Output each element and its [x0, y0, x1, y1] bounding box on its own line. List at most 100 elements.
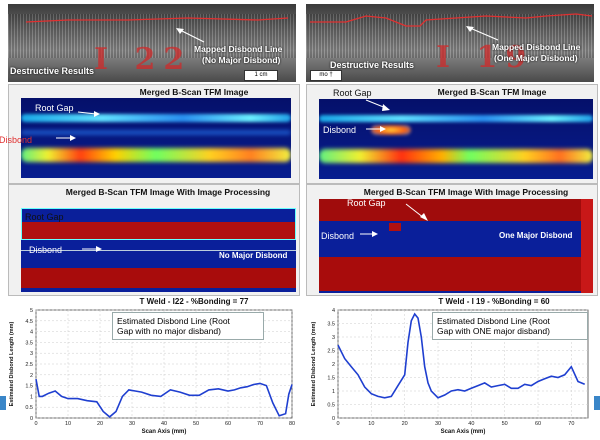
left-x-tick-label: 10 [65, 421, 71, 427]
left-tfm-disbond-label: Disbond [0, 135, 33, 145]
left-y-tick-label: 0.5 [25, 405, 33, 411]
right-y-tick-label: 0.5 [327, 403, 335, 409]
left-y-tick-label: 5 [30, 308, 33, 314]
left-x-axis-label: Scan Axis (mm) [142, 429, 187, 435]
right-one-major-disbond: One Major Disbond [499, 231, 573, 240]
mid-band [21, 130, 291, 135]
left-chart-title: T Weld - I22 - %Bonding = 77 [139, 297, 249, 306]
left-x-tick-label: 40 [161, 421, 167, 427]
right-tfm-image [319, 99, 593, 179]
right-chart-title: T Weld - I 19 - %Bonding = 60 [438, 297, 550, 306]
right-x-tick-label: 20 [402, 421, 408, 427]
right-x-tick-label: 30 [435, 421, 441, 427]
left-callout-line2: Gap with no major disband) [117, 326, 221, 336]
right-processed-disbond-label: Disbond [321, 231, 355, 241]
mapped-disbond-label: Mapped Disbond Line [492, 42, 581, 52]
weld-texture [8, 14, 296, 58]
left-x-tick-label: 70 [257, 421, 263, 427]
left-processed-root-gap-label: Root Gap [25, 212, 64, 222]
right-processed-image [319, 199, 593, 293]
right-y-tick-label: 3.5 [327, 322, 335, 328]
slide-accent-right [594, 396, 600, 410]
left-destructive-photo: I 22 Mapped Disbond Line (No Major Disbo… [8, 4, 296, 82]
highlight-box [21, 208, 296, 240]
left-y-tick-label: 4 [30, 330, 33, 336]
bottom-band [21, 148, 291, 162]
specimen-marking: I 19 [436, 40, 535, 75]
right-series-line-0 [337, 312, 586, 399]
left-x-tick-label: 0 [34, 421, 37, 427]
right-x-tick-label: 0 [336, 421, 339, 427]
mapped-disbond-label: Mapped Disbond Line [194, 44, 283, 54]
left-tfm-title: Merged B-Scan TFM Image [139, 87, 249, 97]
weld-texture [306, 14, 594, 58]
disbond-hotspot [371, 125, 411, 135]
right-y-tick-label: 2 [332, 362, 335, 368]
right-y-tick-label: 2.5 [327, 349, 335, 355]
right-x-tick-label: 10 [368, 421, 374, 427]
right-callout-line2: Gap with ONE major disband) [437, 326, 550, 336]
right-y-tick-label: 3 [332, 335, 335, 341]
root-gap-band [21, 114, 291, 122]
right-destructive-photo: I 19 Mapped Disbond Line (One Major Disb… [306, 4, 594, 82]
left-mapped-arrow [25, 17, 289, 43]
right-x-tick-label: 50 [502, 421, 508, 427]
left-x-tick-label: 60 [225, 421, 231, 427]
root-gap-red [21, 222, 296, 240]
right-y-tick-label: 1 [332, 389, 335, 395]
left-processed-frame: Merged B-Scan TFM Image With Image Proce… [8, 184, 300, 296]
right-processed-root-gap-label: Root Gap [347, 198, 386, 208]
left-tfm-root-gap-label: Root Gap [35, 103, 74, 113]
right-x-tick-label: 70 [568, 421, 574, 427]
scale-bar: mo † [310, 70, 342, 81]
left-y-tick-label: 2 [30, 373, 33, 379]
mapped-disbond-sublabel: (No Major Disbond) [202, 55, 281, 65]
right-x-axis-label: Scan Axis (mm) [441, 429, 486, 435]
edge-red [581, 199, 593, 293]
right-callout-box: Estimated Disbond Line (Root Gap with ON… [432, 312, 588, 340]
mapped-disbond-sublabel: (One Major Disbond) [494, 53, 578, 63]
left-no-major-disbond: No Major Disbond [219, 251, 288, 260]
right-processed-frame: Merged B-Scan TFM Image With Image Proce… [306, 184, 598, 296]
right-y-tick-label: 4 [332, 308, 335, 314]
left-processed-arrow [82, 246, 102, 252]
right-tfm-root-gap-label: Root Gap [333, 88, 372, 98]
slide-accent-left [0, 396, 6, 410]
right-tfm-title: Merged B-Scan TFM Image [437, 87, 547, 97]
bottom-red [319, 257, 581, 291]
left-y-tick-label: 4.5 [25, 319, 33, 325]
right-y-tick-label: 0 [332, 416, 335, 422]
disbond-red [21, 268, 296, 288]
left-y-tick-label: 0 [30, 416, 33, 422]
left-y-axis-label: Estimated Disbond Length (mm) [9, 322, 15, 407]
left-y-tick-label: 2.5 [25, 362, 33, 368]
left-processed-title: Merged B-Scan TFM Image With Image Proce… [65, 187, 271, 197]
right-tfm-frame: Merged B-Scan TFM Image Root Gap Disbond [306, 84, 598, 184]
left-processed-disbond-label: Disbond [29, 245, 63, 255]
left-y-tick-label: 1 [30, 394, 33, 400]
left-y-tick-label: 1.5 [25, 384, 33, 390]
left-x-tick-label: 20 [97, 421, 103, 427]
right-x-tick-label: 40 [468, 421, 474, 427]
right-callout-line1: Estimated Disbond Line (Root [437, 316, 550, 326]
left-x-tick-label: 30 [129, 421, 135, 427]
guide-line [21, 250, 296, 251]
right-x-tick-label: 60 [535, 421, 541, 427]
left-y-tick-label: 3 [30, 351, 33, 357]
right-mapped-arrow [310, 13, 593, 41]
left-series-line-0 [35, 378, 293, 418]
right-tfm-arrows [365, 99, 390, 132]
right-tfm-disbond-label: Disbond [323, 125, 357, 135]
destructive-results-label: Destructive Results [10, 66, 95, 76]
destructive-results-label: Destructive Results [330, 60, 415, 70]
left-disbond-chart: 00.511.522.533.544.550 10 20 30 40 50 60 70 80Sc… [9, 308, 295, 435]
left-tfm-arrows [56, 111, 100, 141]
left-processed-image [21, 208, 296, 292]
disbond-spot [389, 223, 401, 231]
root-gap-red [319, 199, 593, 221]
left-x-tick-label: 50 [193, 421, 199, 427]
specimen-marking: I 22 [94, 42, 193, 77]
left-y-tick-label: 3.5 [25, 340, 33, 346]
scale-bar: 1 cm [244, 70, 278, 81]
left-callout-box: Estimated Disbond Line (Root Gap with no… [112, 312, 264, 340]
